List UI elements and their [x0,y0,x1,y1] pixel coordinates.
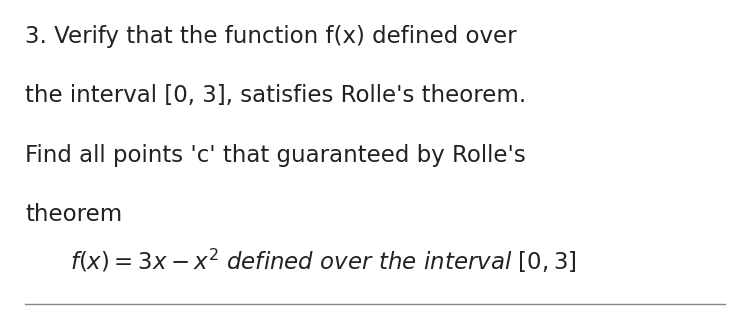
Text: the interval [0, 3], satisfies Rolle's theorem.: the interval [0, 3], satisfies Rolle's t… [25,84,526,107]
Text: $f(x) = 3x - x^2$ $\it{defined\ over\ the\ interval}$ $[0,3]$: $f(x) = 3x - x^2$ $\it{defined\ over\ th… [70,247,576,276]
Text: 3. Verify that the function f(x) defined over: 3. Verify that the function f(x) defined… [25,25,517,48]
Text: Find all points 'c' that guaranteed by Rolle's: Find all points 'c' that guaranteed by R… [25,144,526,167]
Text: theorem: theorem [25,204,122,226]
